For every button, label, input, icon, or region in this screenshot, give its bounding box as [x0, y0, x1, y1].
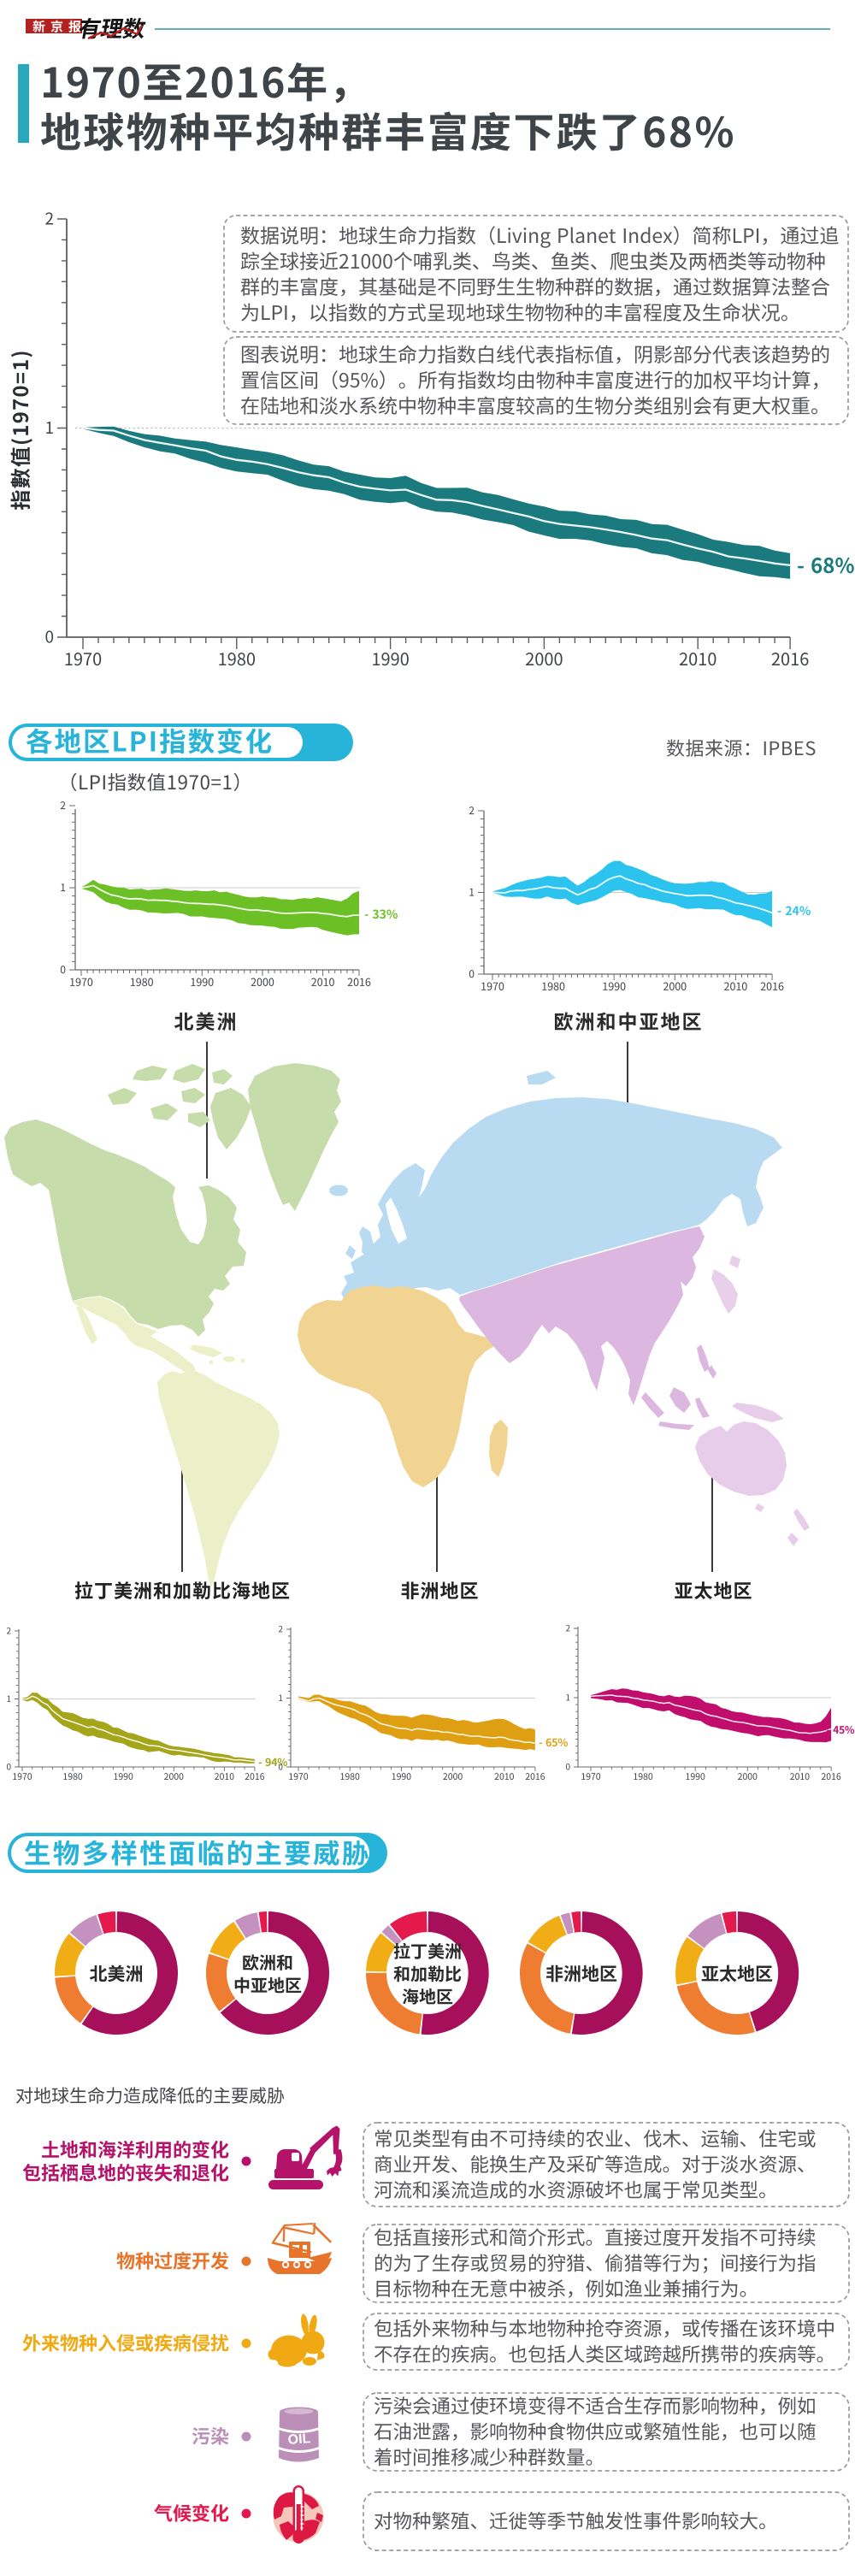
svg-text:OIL: OIL [287, 2431, 311, 2448]
